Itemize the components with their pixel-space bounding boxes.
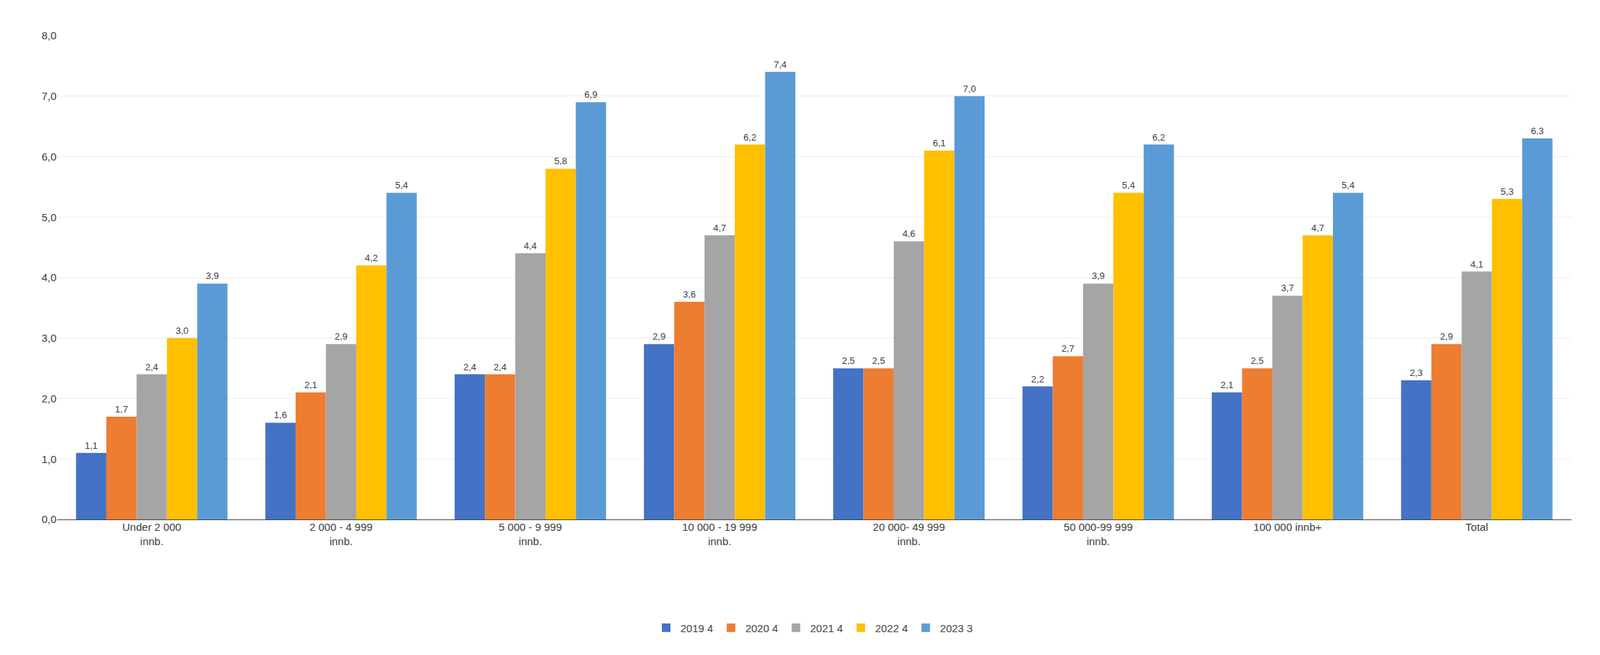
svg-text:3,0: 3,0 <box>41 331 57 345</box>
svg-text:5,4: 5,4 <box>1122 179 1136 191</box>
svg-text:1,1: 1,1 <box>84 440 98 452</box>
svg-text:7,0: 7,0 <box>41 89 57 103</box>
svg-text:4,0: 4,0 <box>41 271 57 284</box>
svg-text:2,4: 2,4 <box>493 361 507 373</box>
svg-text:5,0: 5,0 <box>41 211 57 224</box>
svg-text:5,8: 5,8 <box>554 155 567 167</box>
svg-text:6,2: 6,2 <box>1152 132 1166 143</box>
svg-text:3,7: 3,7 <box>1280 282 1294 294</box>
svg-text:5,4: 5,4 <box>1341 179 1355 191</box>
svg-text:2,2: 2,2 <box>1030 374 1044 385</box>
svg-text:0,0: 0,0 <box>41 513 57 526</box>
svg-text:1,6: 1,6 <box>274 409 288 421</box>
svg-text:4,2: 4,2 <box>364 252 378 264</box>
svg-text:6,1: 6,1 <box>932 137 946 149</box>
svg-text:2,4: 2,4 <box>145 361 159 373</box>
svg-text:5,4: 5,4 <box>394 179 408 191</box>
svg-text:2,9: 2,9 <box>652 331 666 342</box>
svg-text:2020 4: 2020 4 <box>745 622 779 635</box>
svg-text:3,9: 3,9 <box>1091 270 1105 282</box>
svg-text:5,3: 5,3 <box>1500 186 1514 198</box>
svg-text:Under 2 000innb.: Under 2 000innb. <box>122 521 182 548</box>
svg-text:2,1: 2,1 <box>304 379 318 391</box>
svg-text:2019 4: 2019 4 <box>680 622 714 635</box>
svg-text:2,5: 2,5 <box>1250 355 1264 367</box>
svg-text:2,5: 2,5 <box>841 355 855 367</box>
svg-text:6,2: 6,2 <box>743 132 757 143</box>
svg-text:6,3: 6,3 <box>1530 125 1544 137</box>
svg-text:3,0: 3,0 <box>175 325 189 337</box>
svg-text:6,0: 6,0 <box>41 150 57 163</box>
svg-text:20 000- 49 999innb.: 20 000- 49 999innb. <box>873 521 946 548</box>
svg-text:6,9: 6,9 <box>584 89 598 100</box>
svg-text:2,4: 2,4 <box>463 361 477 373</box>
svg-text:4,6: 4,6 <box>902 228 916 240</box>
svg-text:2022 4: 2022 4 <box>875 622 909 635</box>
svg-text:1,0: 1,0 <box>41 453 57 466</box>
svg-text:10 000 - 19 999innb.: 10 000 - 19 999innb. <box>681 521 757 548</box>
svg-text:2,5: 2,5 <box>872 355 886 367</box>
svg-text:4,7: 4,7 <box>713 222 727 234</box>
svg-text:4,7: 4,7 <box>1311 222 1325 234</box>
svg-text:1,7: 1,7 <box>114 404 128 415</box>
svg-text:2,0: 2,0 <box>41 392 57 405</box>
svg-text:2,9: 2,9 <box>334 331 348 342</box>
svg-text:50 000-99 999innb.: 50 000-99 999innb. <box>1063 521 1134 548</box>
svg-text:2,7: 2,7 <box>1061 343 1075 355</box>
svg-text:2,9: 2,9 <box>1440 331 1453 342</box>
svg-text:7,4: 7,4 <box>773 59 787 70</box>
svg-text:8,0: 8,0 <box>41 29 57 42</box>
svg-text:2,3: 2,3 <box>1410 367 1423 379</box>
svg-text:4,4: 4,4 <box>524 240 537 252</box>
svg-text:7,0: 7,0 <box>963 83 976 95</box>
svg-text:5 000 - 9 999innb.: 5 000 - 9 999innb. <box>499 521 562 548</box>
svg-text:4,1: 4,1 <box>1470 259 1483 270</box>
svg-text:100 000 innb+: 100 000 innb+ <box>1253 521 1323 534</box>
svg-text:3,6: 3,6 <box>682 289 696 300</box>
svg-text:2023 3: 2023 3 <box>940 622 974 635</box>
svg-text:2 000 - 4 999innb.: 2 000 - 4 999innb. <box>309 521 372 548</box>
svg-text:2,1: 2,1 <box>1220 379 1234 391</box>
svg-text:Total: Total <box>1465 521 1489 534</box>
svg-text:3,9: 3,9 <box>205 270 219 282</box>
svg-text:2021 4: 2021 4 <box>810 622 844 635</box>
